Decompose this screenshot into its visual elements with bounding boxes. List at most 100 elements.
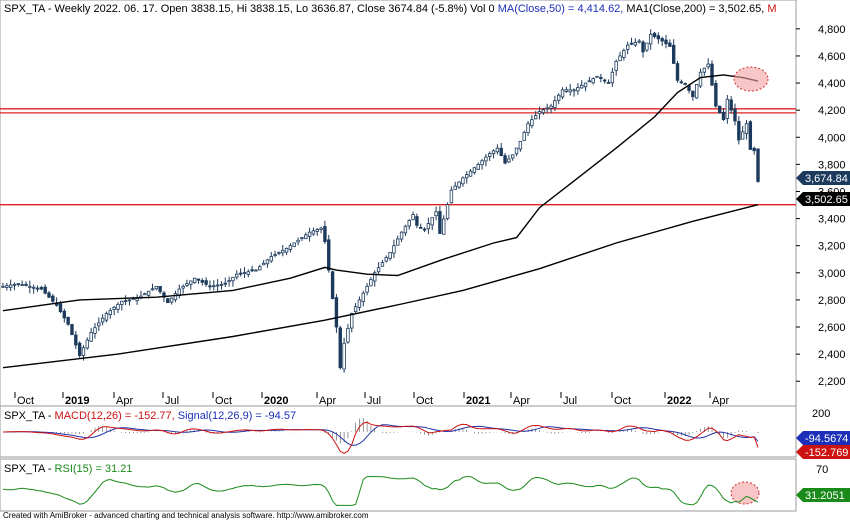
- candles: [1, 29, 760, 373]
- candle-body: [468, 170, 473, 177]
- y-tick-label: 3,200: [818, 241, 846, 253]
- candle-body: [488, 153, 492, 157]
- candle-body: [327, 239, 331, 271]
- candle-body: [583, 82, 588, 88]
- candle-body: [491, 150, 496, 155]
- candle-body: [373, 272, 377, 282]
- candle-body: [338, 327, 342, 369]
- y-tick-label: 4,200: [818, 105, 846, 117]
- candle-body: [12, 283, 17, 286]
- candle-body: [442, 218, 446, 235]
- macd-title: SPX_TA - MACD(12,26) = -152.77, Signal(1…: [4, 410, 296, 422]
- candle-body: [599, 76, 603, 79]
- candle-body: [235, 273, 239, 278]
- rsi-line: [2, 476, 759, 506]
- candle-body: [422, 228, 427, 231]
- candle-body: [277, 252, 281, 254]
- candle-body: [392, 245, 396, 254]
- candle-body: [31, 286, 36, 289]
- candle-body: [438, 211, 442, 234]
- x-tick-label: Jul: [165, 395, 179, 407]
- candle-body: [403, 225, 408, 234]
- candle-body: [261, 262, 266, 266]
- candle-body: [576, 87, 580, 92]
- candle-body: [231, 276, 235, 282]
- candle-body: [135, 298, 139, 302]
- candle-body: [721, 111, 726, 121]
- candle-body: [388, 252, 392, 259]
- candle-body: [591, 78, 595, 84]
- candle-body: [610, 71, 615, 84]
- candle-body: [173, 293, 178, 301]
- candle-body: [415, 216, 419, 226]
- x-tick-label: Oct: [614, 395, 631, 407]
- close-badge-label: 3,674.84: [805, 173, 848, 185]
- candle-body: [648, 33, 653, 45]
- candle-body: [16, 283, 21, 286]
- candle-body: [365, 285, 369, 293]
- candle-body: [97, 322, 101, 327]
- candle-body: [465, 174, 469, 179]
- candle-body: [58, 303, 63, 313]
- candle-body: [269, 256, 273, 262]
- candle-body: [396, 238, 400, 246]
- candle-body: [752, 147, 756, 152]
- candle-body: [8, 284, 13, 288]
- ma50-line: [2, 74, 759, 312]
- candle-body: [39, 287, 44, 290]
- x-tick-label: Jul: [563, 395, 577, 407]
- candle-body: [123, 300, 128, 302]
- candle-body: [43, 286, 47, 294]
- candle-body: [407, 219, 411, 227]
- macd-badge: -152.769: [796, 445, 850, 459]
- candle-body: [85, 339, 90, 349]
- candle-body: [200, 280, 204, 283]
- x-tick-label: Apr: [319, 395, 336, 407]
- candle-body: [503, 155, 507, 164]
- candle-body: [104, 313, 109, 321]
- candle-body: [250, 269, 254, 272]
- y-tick-label: 4,800: [818, 24, 846, 36]
- candle-body: [196, 278, 201, 281]
- candle-body: [5, 285, 9, 288]
- candle-body: [380, 262, 385, 267]
- candle-body: [311, 230, 316, 235]
- candle-body: [675, 63, 680, 81]
- signal-badge-label: -94.5674: [805, 433, 848, 445]
- candle-body: [744, 123, 749, 134]
- candle-body: [419, 226, 423, 229]
- candle-body: [334, 297, 339, 328]
- candle-body: [307, 231, 312, 237]
- candle-body: [679, 81, 684, 84]
- candle-body: [430, 217, 434, 226]
- y-tick-label: 2,800: [818, 295, 846, 307]
- candle-body: [342, 342, 346, 370]
- candle-body: [238, 272, 243, 275]
- candle-body: [694, 84, 699, 99]
- ma200-badge-label: 3,502.65: [805, 194, 848, 206]
- x-tick-label: Apr: [513, 395, 530, 407]
- candle-body: [323, 226, 327, 243]
- rsi-title: SPX_TA - RSI(15) = 31.21: [4, 463, 133, 475]
- candle-body: [756, 148, 760, 182]
- candle-body: [710, 63, 714, 86]
- candle-body: [150, 288, 155, 291]
- main-title: SPX_TA - Weekly 2022. 06. 17. Open 3838.…: [4, 3, 777, 15]
- candle-body: [457, 181, 461, 188]
- candle-body: [614, 60, 618, 71]
- candle-body: [671, 44, 676, 64]
- candle-body: [112, 306, 116, 310]
- candle-body: [717, 105, 722, 114]
- ma200-badge: 3,502.65: [796, 192, 850, 206]
- candle-body: [514, 147, 519, 155]
- candle-body: [484, 156, 488, 162]
- candle-body: [81, 347, 86, 356]
- ma200-line: [2, 204, 759, 369]
- candle-body: [47, 292, 51, 298]
- candle-body: [116, 303, 120, 310]
- x-tick-label: 2019: [65, 395, 89, 407]
- candle-body: [258, 266, 262, 271]
- y-tick-label: 3,400: [818, 214, 846, 226]
- candle-body: [154, 285, 158, 290]
- x-tick-label: Oct: [416, 395, 433, 407]
